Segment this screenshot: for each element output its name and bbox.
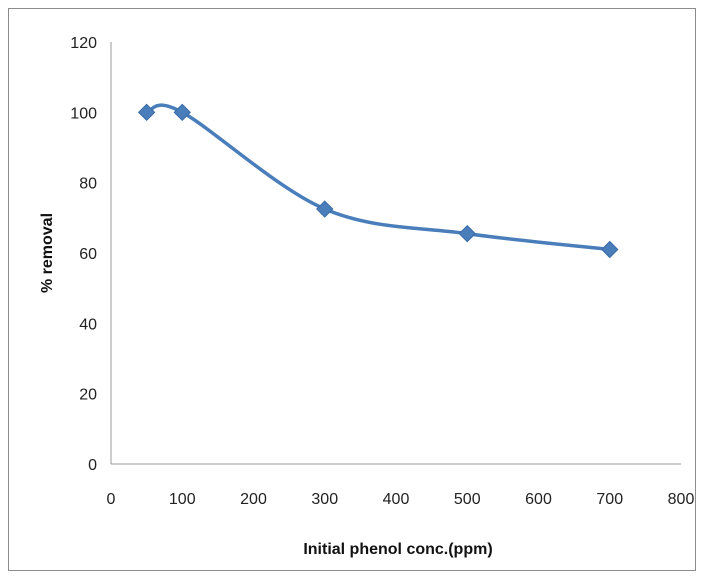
y-tick-label: 0: [88, 457, 97, 474]
data-point-marker: [458, 224, 476, 243]
series-line: [146, 103, 610, 252]
x-tick-label: 100: [169, 491, 196, 508]
data-point-marker: [137, 103, 156, 122]
chart-frame: [8, 8, 696, 571]
y-tick-label: 80: [79, 176, 97, 193]
x-tick-labels: 0 100 200 300 400 500 600 700 800: [107, 491, 695, 508]
x-tick-label: 0: [107, 491, 116, 508]
y-tick-labels: 0 20 40 60 80 100 120: [70, 35, 97, 474]
y-tick-label: 120: [70, 35, 97, 52]
x-axis-title: Initial phenol conc.(ppm): [303, 541, 492, 558]
axes: [110, 42, 681, 465]
x-tick-label: 300: [311, 491, 338, 508]
y-axis-title: % removal: [39, 213, 56, 293]
x-tick-label: 200: [240, 491, 267, 508]
series-group: [137, 103, 619, 259]
y-tick-label: 40: [79, 316, 97, 333]
y-tick-label: 20: [79, 387, 97, 404]
x-tick-label: 800: [668, 491, 695, 508]
x-tick-label: 400: [383, 491, 410, 508]
y-tick-label: 60: [79, 246, 97, 263]
x-tick-label: 500: [454, 491, 481, 508]
data-point-marker: [316, 200, 334, 218]
x-tick-label: 600: [525, 491, 552, 508]
y-tick-label: 100: [70, 105, 97, 122]
x-tick-label: 700: [596, 491, 623, 508]
data-point-marker: [601, 240, 619, 259]
data-point-marker: [173, 103, 191, 122]
